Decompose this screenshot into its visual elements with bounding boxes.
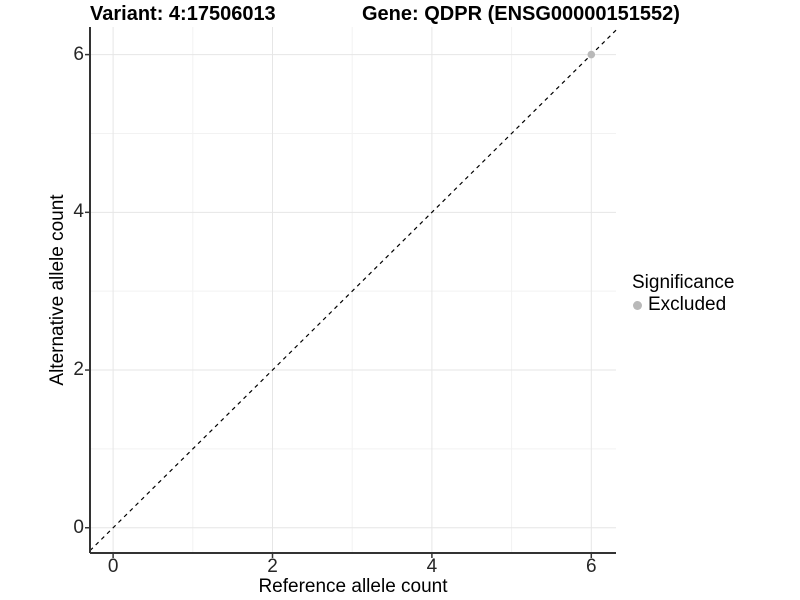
x-tick-label: 0 <box>107 556 119 577</box>
legend-title: Significance <box>632 272 735 293</box>
identity-line <box>89 29 617 552</box>
x-axis-title: Reference allele count <box>258 576 448 597</box>
y-tick-label: 4 <box>73 201 84 223</box>
legend-key-dot-icon <box>633 300 642 310</box>
plot-title-variant: Variant: 4:17506013 <box>90 3 276 25</box>
plot-panel <box>85 27 617 558</box>
legend-items: Excluded <box>632 294 734 316</box>
x-tick-label: 2 <box>267 556 278 577</box>
data-point <box>587 50 596 59</box>
legend: Significance Excluded <box>632 272 734 316</box>
legend-item-label: Excluded <box>648 294 727 315</box>
legend-item: Excluded <box>632 294 734 316</box>
y-tick-label: 6 <box>73 43 84 65</box>
plot-canvas <box>85 27 617 558</box>
plot-title-gene: Gene: QDPR (ENSG00000151552) <box>362 3 680 25</box>
y-axis-title: Alternative allele count <box>47 194 68 386</box>
x-tick-label: 6 <box>585 556 597 577</box>
y-tick-label: 0 <box>73 516 84 538</box>
y-tick-label: 2 <box>73 359 84 381</box>
x-tick-label: 4 <box>426 556 438 577</box>
